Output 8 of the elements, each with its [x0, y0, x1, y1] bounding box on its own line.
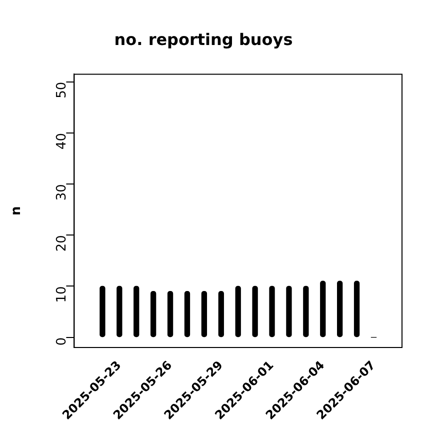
y-tick-label: 10 [54, 286, 70, 303]
y-tick-label: 50 [54, 82, 70, 98]
y-tick-label: 0 [54, 337, 70, 346]
y-tick-label: 40 [54, 132, 70, 150]
y-tick-label: 20 [54, 235, 70, 252]
chart-title: no. reporting buoys [114, 30, 293, 49]
y-tick-label: 30 [54, 184, 70, 201]
y-axis-title: n [9, 206, 24, 216]
